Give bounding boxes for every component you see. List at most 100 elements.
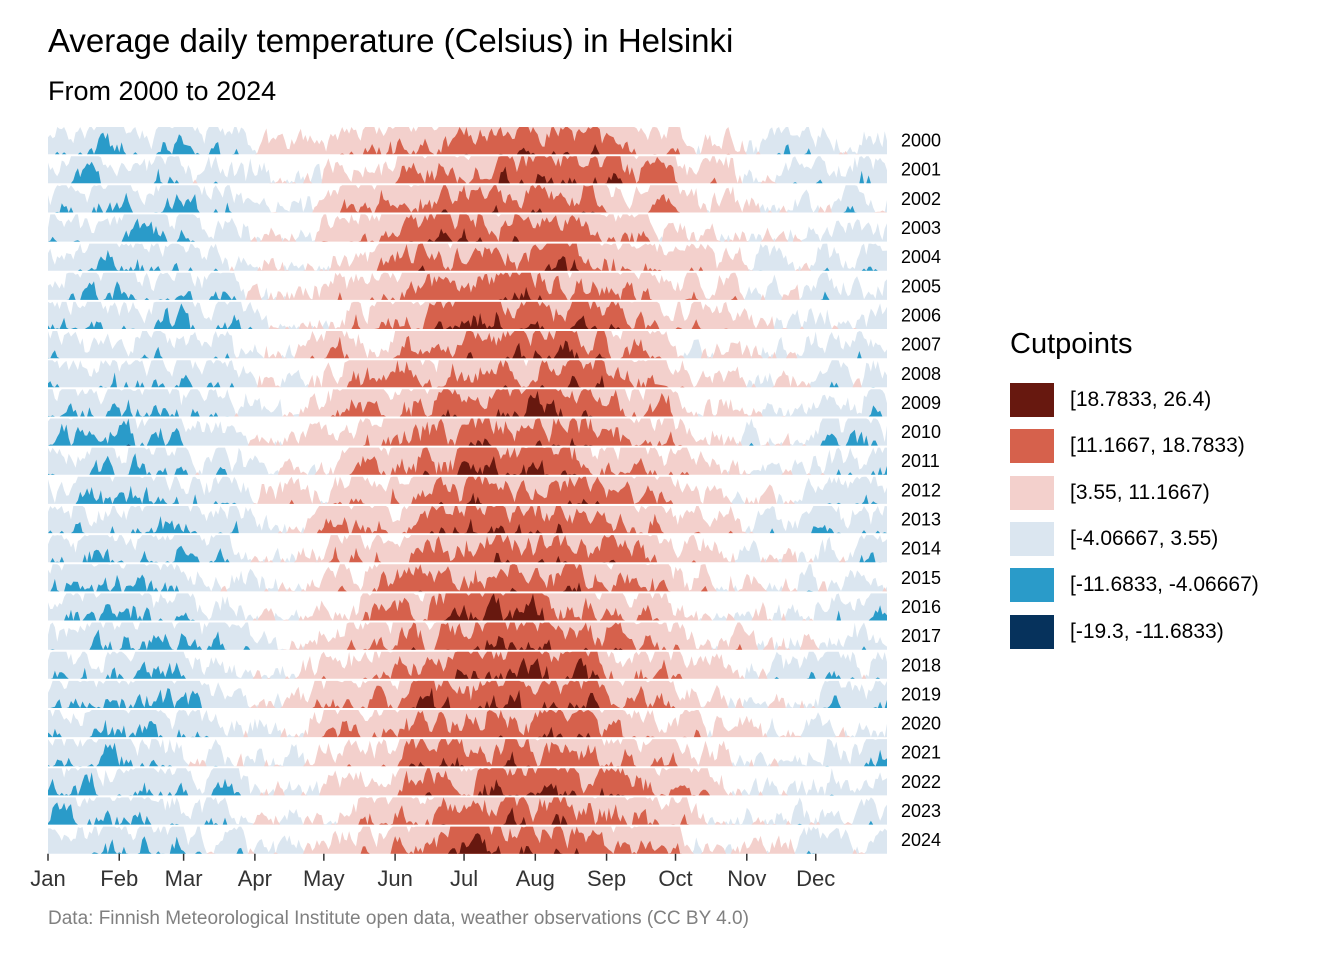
x-tick-label: Aug bbox=[516, 866, 555, 891]
band-area bbox=[48, 331, 887, 359]
year-label: 2016 bbox=[901, 597, 941, 617]
year-label: 2005 bbox=[901, 276, 941, 296]
band-area bbox=[48, 797, 887, 825]
band-area bbox=[48, 622, 887, 650]
band-area bbox=[48, 518, 887, 534]
year-row-2005 bbox=[48, 272, 887, 300]
band-area bbox=[48, 243, 887, 271]
year-row-2014 bbox=[48, 535, 887, 563]
year-rows bbox=[48, 127, 887, 854]
year-row-2004 bbox=[48, 243, 887, 271]
x-tick-label: Apr bbox=[238, 866, 272, 891]
year-label: 2019 bbox=[901, 684, 941, 704]
band-area bbox=[48, 516, 887, 534]
band-area bbox=[48, 311, 887, 329]
band-area bbox=[48, 456, 887, 475]
x-tick-label: Nov bbox=[727, 866, 766, 891]
band-area bbox=[48, 301, 887, 329]
band-area bbox=[48, 826, 887, 854]
band-area bbox=[48, 127, 887, 155]
legend-label: [-4.06667, 3.55) bbox=[1070, 527, 1219, 551]
band-area bbox=[48, 535, 887, 563]
legend-item: [18.7833, 26.4) bbox=[1010, 377, 1259, 423]
legend-title: Cutpoints bbox=[1010, 328, 1133, 360]
band-area bbox=[48, 331, 887, 359]
legend: Cutpoints [18.7833, 26.4) [11.1667, 18.78… bbox=[1010, 328, 1259, 655]
year-label: 2009 bbox=[901, 393, 941, 413]
band-area bbox=[48, 360, 887, 388]
band-area bbox=[48, 192, 887, 213]
band-area bbox=[48, 574, 887, 592]
x-tick-label: Sep bbox=[587, 866, 626, 891]
legend-swatch bbox=[1010, 429, 1054, 464]
horizon-chart: 2000 2001 2002 2003 2004 2005 2006 2007 2008 2009… bbox=[30, 127, 941, 891]
year-labels: 2000 2001 2002 2003 2004 2005 2006 2007 2008 2009… bbox=[901, 131, 941, 851]
legend-swatch bbox=[1010, 383, 1054, 418]
year-row-2009 bbox=[48, 389, 887, 417]
band-area bbox=[48, 680, 887, 708]
year-row-2007 bbox=[48, 331, 887, 359]
band-area bbox=[48, 680, 887, 708]
band-area bbox=[48, 447, 887, 475]
legend-swatch bbox=[1010, 475, 1054, 510]
x-tick-label: Mar bbox=[165, 866, 203, 891]
band-area bbox=[48, 622, 887, 650]
band-area bbox=[48, 476, 887, 504]
year-row-2012 bbox=[48, 476, 887, 504]
band-area bbox=[48, 739, 887, 767]
year-label: 2015 bbox=[901, 568, 941, 588]
band-area bbox=[48, 719, 887, 738]
year-label: 2017 bbox=[901, 626, 941, 646]
year-row-2008 bbox=[48, 360, 887, 388]
legend-item: [-11.6833, -4.06667) bbox=[1010, 562, 1259, 608]
year-row-2023 bbox=[48, 797, 887, 825]
year-label: 2013 bbox=[901, 510, 941, 530]
legend-item: [-19.3, -11.6833) bbox=[1010, 608, 1259, 654]
x-tick-label: May bbox=[303, 866, 345, 891]
year-row-2002 bbox=[48, 185, 887, 213]
band-area bbox=[48, 453, 887, 475]
band-area bbox=[48, 243, 887, 271]
band-area bbox=[48, 593, 887, 621]
band-area bbox=[48, 447, 887, 475]
year-label: 2003 bbox=[901, 218, 941, 238]
legend-swatch bbox=[1010, 522, 1054, 557]
band-area bbox=[48, 826, 887, 854]
year-label: 2010 bbox=[901, 422, 941, 442]
year-label: 2018 bbox=[901, 655, 941, 675]
band-area bbox=[48, 622, 887, 650]
legend-items: [18.7833, 26.4) [11.1667, 18.7833) [3.55, … bbox=[1010, 377, 1259, 655]
year-label: 2012 bbox=[901, 480, 941, 500]
band-area bbox=[48, 418, 887, 446]
year-label: 2024 bbox=[901, 830, 941, 850]
legend-label: [-11.6833, -4.06667) bbox=[1070, 573, 1259, 597]
x-tick-label: Oct bbox=[658, 866, 692, 891]
band-area bbox=[48, 535, 887, 563]
x-axis: Jan Feb Mar Apr May Jun Jul Aug Sep Oct Nov Dec bbox=[30, 853, 835, 891]
year-label: 2011 bbox=[901, 451, 940, 471]
year-row-2000 bbox=[48, 127, 887, 155]
band-area bbox=[48, 250, 887, 271]
year-row-2011 bbox=[48, 447, 887, 475]
x-tick-label: Jan bbox=[30, 866, 65, 891]
year-label: 2021 bbox=[901, 743, 941, 763]
legend-item: [3.55, 11.1667) bbox=[1010, 470, 1259, 516]
year-label: 2006 bbox=[901, 305, 941, 325]
band-area bbox=[48, 214, 887, 242]
year-row-2018 bbox=[48, 651, 887, 679]
year-row-2006 bbox=[48, 301, 887, 329]
legend-label: [11.1667, 18.7833) bbox=[1070, 434, 1245, 458]
year-row-2015 bbox=[48, 564, 887, 592]
legend-item: [-4.06667, 3.55) bbox=[1010, 516, 1259, 562]
band-area bbox=[48, 651, 887, 679]
band-area bbox=[48, 629, 887, 650]
band-area bbox=[48, 301, 887, 329]
band-area bbox=[48, 564, 887, 592]
band-area bbox=[48, 485, 887, 504]
year-label: 2022 bbox=[901, 772, 941, 792]
legend-swatch bbox=[1010, 614, 1054, 649]
legend-swatch bbox=[1010, 568, 1054, 603]
band-area bbox=[48, 833, 887, 854]
x-tick-label: Jun bbox=[377, 866, 412, 891]
band-area bbox=[48, 506, 887, 534]
